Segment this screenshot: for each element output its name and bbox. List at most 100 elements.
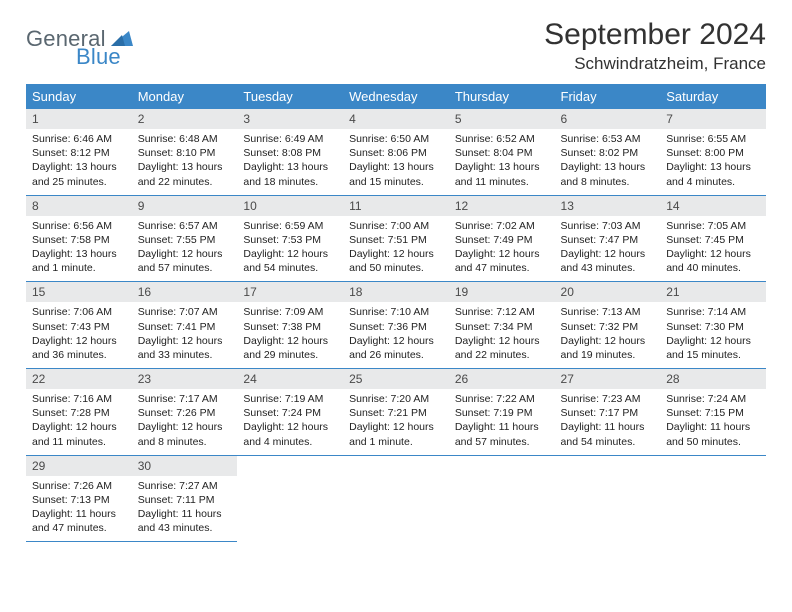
sunset-text: Sunset: 7:45 PM xyxy=(666,233,760,247)
day-number: 14 xyxy=(660,196,766,216)
calendar-day-cell: 26Sunrise: 7:22 AMSunset: 7:19 PMDayligh… xyxy=(449,369,555,456)
day-content: Sunrise: 6:48 AMSunset: 8:10 PMDaylight:… xyxy=(132,129,238,195)
sunset-text: Sunset: 7:24 PM xyxy=(243,406,337,420)
sunset-text: Sunset: 7:21 PM xyxy=(349,406,443,420)
day-number: 23 xyxy=(132,369,238,389)
sunrise-text: Sunrise: 6:56 AM xyxy=(32,219,126,233)
calendar-day-cell: 15 Sunrise: 7:06 AMSunset: 7:43 PMDayligh… xyxy=(26,282,132,369)
daylight-text: Daylight: 12 hours and 54 minutes. xyxy=(243,247,337,275)
calendar-day-cell xyxy=(237,455,343,542)
header: General Blue September 2024 Schwindratzh… xyxy=(26,18,766,74)
day-content: Sunrise: 7:17 AMSunset: 7:26 PMDaylight:… xyxy=(132,389,238,455)
calendar-day-cell: 11Sunrise: 7:00 AMSunset: 7:51 PMDayligh… xyxy=(343,195,449,282)
daylight-text: Daylight: 12 hours and 40 minutes. xyxy=(666,247,760,275)
sunset-text: Sunset: 7:41 PM xyxy=(138,320,232,334)
day-number: 20 xyxy=(555,282,661,302)
day-number: 25 xyxy=(343,369,449,389)
sunrise-text: Sunrise: 7:03 AM xyxy=(561,219,655,233)
daylight-text: Daylight: 13 hours and 18 minutes. xyxy=(243,160,337,188)
brand-logo: General Blue xyxy=(26,18,135,52)
sunrise-text: Sunrise: 6:52 AM xyxy=(455,132,549,146)
weekday-header: Wednesday xyxy=(343,84,449,109)
sunrise-text: Sunrise: 7:12 AM xyxy=(455,305,549,319)
sunrise-text: Sunrise: 7:26 AM xyxy=(32,479,126,493)
sunrise-text: Sunrise: 7:14 AM xyxy=(666,305,760,319)
day-number: 29 xyxy=(26,456,132,476)
day-number: 8 xyxy=(26,196,132,216)
calendar-day-cell: 8Sunrise: 6:56 AMSunset: 7:58 PMDaylight… xyxy=(26,195,132,282)
calendar-week-row: 22Sunrise: 7:16 AMSunset: 7:28 PMDayligh… xyxy=(26,369,766,456)
day-content: Sunrise: 7:13 AMSunset: 7:32 PMDaylight:… xyxy=(555,302,661,368)
day-number: 16 xyxy=(132,282,238,302)
calendar-day-cell: 7Sunrise: 6:55 AMSunset: 8:00 PMDaylight… xyxy=(660,109,766,195)
sunset-text: Sunset: 8:12 PM xyxy=(32,146,126,160)
calendar-day-cell: 18Sunrise: 7:10 AMSunset: 7:36 PMDayligh… xyxy=(343,282,449,369)
calendar-table: Sunday Monday Tuesday Wednesday Thursday… xyxy=(26,84,766,542)
calendar-day-cell: 28Sunrise: 7:24 AMSunset: 7:15 PMDayligh… xyxy=(660,369,766,456)
day-content: Sunrise: 7:10 AMSunset: 7:36 PMDaylight:… xyxy=(343,302,449,368)
day-content: Sunrise: 7:00 AMSunset: 7:51 PMDaylight:… xyxy=(343,216,449,282)
sunrise-text: Sunrise: 7:02 AM xyxy=(455,219,549,233)
calendar-week-row: 15Sunrise: 7:06 AMSunset: 7:43 PMDayligh… xyxy=(26,282,766,369)
daylight-text: Daylight: 13 hours and 11 minutes. xyxy=(455,160,549,188)
sunrise-text: Sunrise: 7:06 AM xyxy=(32,305,126,319)
calendar-day-cell: 14Sunrise: 7:05 AMSunset: 7:45 PMDayligh… xyxy=(660,195,766,282)
day-content: Sunrise: 7:14 AMSunset: 7:30 PMDaylight:… xyxy=(660,302,766,368)
sunset-text: Sunset: 7:38 PM xyxy=(243,320,337,334)
weekday-header: Sunday xyxy=(26,84,132,109)
day-content: Sunrise: 7:27 AMSunset: 7:11 PMDaylight:… xyxy=(132,476,238,542)
day-number: 4 xyxy=(343,109,449,129)
sunset-text: Sunset: 7:15 PM xyxy=(666,406,760,420)
sunrise-text: Sunrise: 7:07 AM xyxy=(138,305,232,319)
day-content: Sunrise: 7:12 AMSunset: 7:34 PMDaylight:… xyxy=(449,302,555,368)
daylight-text: Daylight: 11 hours and 54 minutes. xyxy=(561,420,655,448)
calendar-day-cell: 13Sunrise: 7:03 AMSunset: 7:47 PMDayligh… xyxy=(555,195,661,282)
sunset-text: Sunset: 8:04 PM xyxy=(455,146,549,160)
daylight-text: Daylight: 12 hours and 4 minutes. xyxy=(243,420,337,448)
sunset-text: Sunset: 7:43 PM xyxy=(32,320,126,334)
weekday-header: Monday xyxy=(132,84,238,109)
calendar-day-cell: 21Sunrise: 7:14 AMSunset: 7:30 PMDayligh… xyxy=(660,282,766,369)
sunrise-text: Sunrise: 6:46 AM xyxy=(32,132,126,146)
sunrise-text: Sunrise: 6:57 AM xyxy=(138,219,232,233)
daylight-text: Daylight: 12 hours and 36 minutes. xyxy=(32,334,126,362)
daylight-text: Daylight: 12 hours and 8 minutes. xyxy=(138,420,232,448)
day-content: Sunrise: 6:59 AMSunset: 7:53 PMDaylight:… xyxy=(237,216,343,282)
day-content: Sunrise: 6:52 AMSunset: 8:04 PMDaylight:… xyxy=(449,129,555,195)
calendar-day-cell: 22Sunrise: 7:16 AMSunset: 7:28 PMDayligh… xyxy=(26,369,132,456)
sunset-text: Sunset: 8:06 PM xyxy=(349,146,443,160)
calendar-day-cell: 12Sunrise: 7:02 AMSunset: 7:49 PMDayligh… xyxy=(449,195,555,282)
weekday-header: Tuesday xyxy=(237,84,343,109)
daylight-text: Daylight: 11 hours and 43 minutes. xyxy=(138,507,232,535)
day-number: 15 xyxy=(26,282,132,302)
day-number: 28 xyxy=(660,369,766,389)
day-content: Sunrise: 7:24 AMSunset: 7:15 PMDaylight:… xyxy=(660,389,766,455)
daylight-text: Daylight: 12 hours and 1 minute. xyxy=(349,420,443,448)
location-label: Schwindratzheim, France xyxy=(544,54,766,74)
calendar-body: 1Sunrise: 6:46 AMSunset: 8:12 PMDaylight… xyxy=(26,109,766,542)
sunrise-text: Sunrise: 7:16 AM xyxy=(32,392,126,406)
calendar-week-row: 8 Sunrise: 6:56 AMSunset: 7:58 PM Daylight… xyxy=(26,195,766,282)
sunrise-text: Sunrise: 7:09 AM xyxy=(243,305,337,319)
daylight-text: Daylight: 11 hours and 57 minutes. xyxy=(455,420,549,448)
day-content: Sunrise: 7:02 AMSunset: 7:49 PMDaylight:… xyxy=(449,216,555,282)
calendar-day-cell: 19Sunrise: 7:12 AMSunset: 7:34 PMDayligh… xyxy=(449,282,555,369)
sunset-text: Sunset: 7:13 PM xyxy=(32,493,126,507)
day-number: 22 xyxy=(26,369,132,389)
day-number: 12 xyxy=(449,196,555,216)
daylight-text: Daylight: 12 hours and 11 minutes. xyxy=(32,420,126,448)
calendar-day-cell: 27Sunrise: 7:23 AMSunset: 7:17 PMDayligh… xyxy=(555,369,661,456)
day-number: 30 xyxy=(132,456,238,476)
sunset-text: Sunset: 7:58 PM xyxy=(32,233,126,247)
daylight-text: Daylight: 13 hours and 15 minutes. xyxy=(349,160,443,188)
sunrise-text: Sunrise: 7:27 AM xyxy=(138,479,232,493)
day-content: Sunrise: 7:19 AMSunset: 7:24 PMDaylight:… xyxy=(237,389,343,455)
calendar-day-cell: 1Sunrise: 6:46 AMSunset: 8:12 PMDaylight… xyxy=(26,109,132,195)
sunset-text: Sunset: 7:47 PM xyxy=(561,233,655,247)
day-content: Sunrise: 7:20 AMSunset: 7:21 PMDaylight:… xyxy=(343,389,449,455)
daylight-text: Daylight: 13 hours and 4 minutes. xyxy=(666,160,760,188)
sunrise-text: Sunrise: 6:55 AM xyxy=(666,132,760,146)
day-number: 5 xyxy=(449,109,555,129)
daylight-text: Daylight: 12 hours and 19 minutes. xyxy=(561,334,655,362)
calendar-day-cell: 30Sunrise: 7:27 AMSunset: 7:11 PMDayligh… xyxy=(132,455,238,542)
